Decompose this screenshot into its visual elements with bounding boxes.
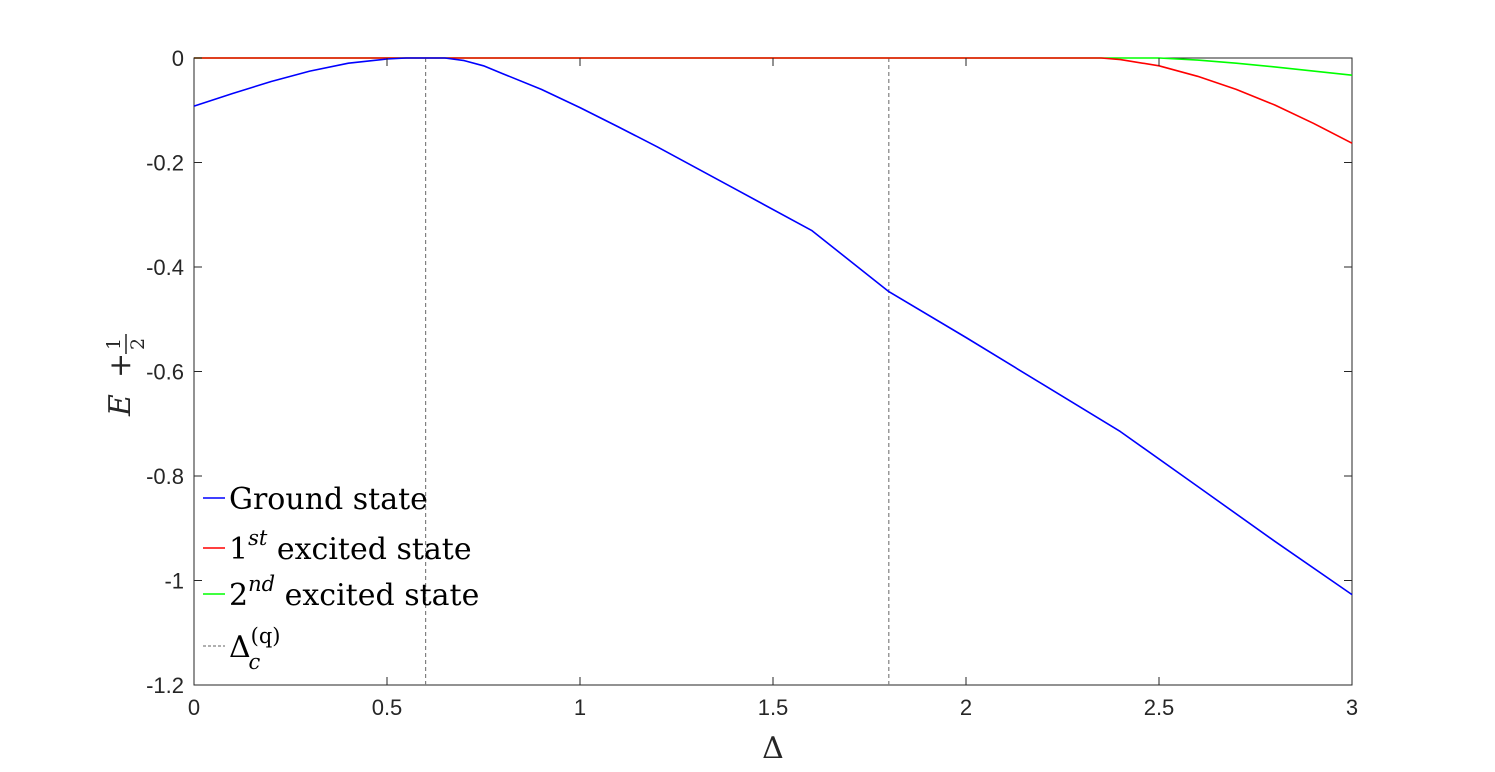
series-line-ground — [193, 57, 1353, 596]
svg-text:+: + — [103, 353, 138, 378]
x-tick-label: 3 — [1346, 695, 1358, 720]
y-tick-label: 0 — [172, 46, 184, 71]
legend-label: Δ(q) c — [229, 624, 281, 674]
legend-item: Δ(q) c — [203, 624, 281, 674]
svg-text:1: 1 — [103, 338, 125, 350]
legend: Ground state 1st excited state 2nd excited… — [203, 482, 479, 674]
legend-label: 2nd excited state — [229, 572, 479, 613]
x-axis: 0 0.5 1 1.5 2 2.5 3 — [188, 58, 1358, 720]
legend-item: Ground state — [203, 482, 428, 517]
legend-item: 1st excited state — [203, 526, 472, 567]
legend-item: 2nd excited state — [203, 572, 479, 613]
x-tick-label: 1.5 — [758, 695, 789, 720]
y-tick-label: -0.8 — [146, 464, 184, 489]
legend-label: Ground state — [229, 482, 428, 517]
y-axis-label: E + 1 2 — [103, 334, 149, 417]
svg-text:E: E — [103, 394, 138, 417]
svg-text:2: 2 — [127, 338, 149, 350]
x-axis-label: Δ — [762, 731, 784, 766]
y-tick-label: -0.4 — [146, 255, 184, 280]
y-tick-label: -0.2 — [146, 151, 184, 176]
y-tick-label: -1 — [164, 569, 184, 594]
x-tick-label: 2 — [960, 695, 972, 720]
x-tick-label: 0.5 — [372, 695, 403, 720]
y-tick-label: -1.2 — [146, 673, 184, 698]
y-tick-label: -0.6 — [146, 360, 184, 385]
x-tick-label: 2.5 — [1144, 695, 1175, 720]
y-axis: -1.2 -1 -0.8 -0.6 -0.4 -0.2 0 — [146, 46, 1352, 698]
x-tick-label: 0 — [188, 695, 200, 720]
x-tick-label: 1 — [574, 695, 586, 720]
legend-label: 1st excited state — [229, 526, 472, 567]
series-line-first-excited — [194, 57, 1353, 144]
